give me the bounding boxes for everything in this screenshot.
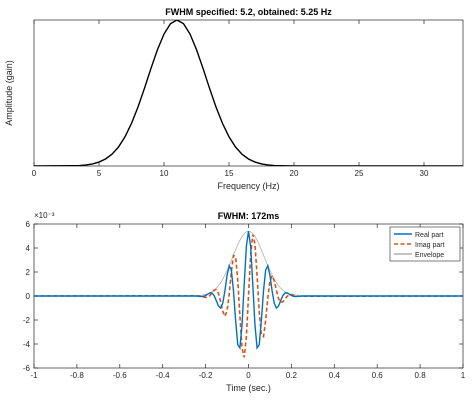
- x-tick-label: 0: [32, 169, 37, 178]
- x-tick-label: 5: [97, 169, 102, 178]
- y-tick-label: -4: [23, 340, 31, 349]
- series-line: [34, 234, 463, 358]
- x-tick-label: 0.6: [372, 371, 384, 380]
- legend-label: Envelope: [415, 252, 444, 259]
- series-line: [34, 20, 463, 166]
- legend-label: Imag part: [415, 242, 445, 249]
- chart-title: FWHM: 172ms: [218, 211, 280, 221]
- x-tick-label: 20: [290, 169, 299, 178]
- x-tick-label: 30: [420, 169, 429, 178]
- chart-title: FWHM specified: 5.2, obtained: 5.25 Hz: [165, 7, 332, 17]
- x-tick-label: 0.2: [286, 371, 298, 380]
- x-tick-label: 0.8: [415, 371, 427, 380]
- legend: Real part Imag part Envelope: [389, 226, 461, 262]
- x-tick-label: 10: [160, 169, 169, 178]
- axes-box: [33, 19, 464, 167]
- x-axis-label: Time (sec.): [226, 383, 271, 393]
- axis-exponent: ×10⁻³: [34, 211, 55, 220]
- x-tick-label: -0.6: [113, 371, 127, 380]
- x-tick-label: 25: [355, 169, 364, 178]
- plot-area: [34, 20, 463, 166]
- y-tick-label: 2: [26, 268, 31, 277]
- series-line: [34, 231, 463, 350]
- x-tick-label: -1: [30, 371, 38, 380]
- y-axis-label: Amplitude (gain): [4, 60, 14, 126]
- y-tick-label: 0: [26, 292, 31, 301]
- y-tick-label: 4: [26, 244, 31, 253]
- subplot: -1 -0.8 -0.6 -0.4 -0.2 0 0.2 0.4 0.6 0.8 1 -6 -4 -2 0 2…: [23, 211, 466, 393]
- x-tick-label: 0.4: [329, 371, 341, 380]
- x-tick-label: 15: [225, 169, 234, 178]
- y-tick-label: 6: [26, 220, 31, 229]
- x-tick-label: -0.8: [70, 371, 84, 380]
- x-tick-label: -0.4: [156, 371, 170, 380]
- x-tick-label: 0: [246, 371, 251, 380]
- y-tick-label: -6: [23, 364, 31, 373]
- plot-area: [34, 230, 463, 358]
- x-axis-label: Frequency (Hz): [217, 181, 279, 191]
- legend-label: Real part: [415, 232, 443, 239]
- subplot: 0 5 10 15 20 25 30 FWHM specified: 5.2, obtaine…: [4, 7, 464, 191]
- y-tick-label: -2: [23, 316, 31, 325]
- x-tick-label: 1: [461, 371, 466, 380]
- x-tick-label: -0.2: [199, 371, 213, 380]
